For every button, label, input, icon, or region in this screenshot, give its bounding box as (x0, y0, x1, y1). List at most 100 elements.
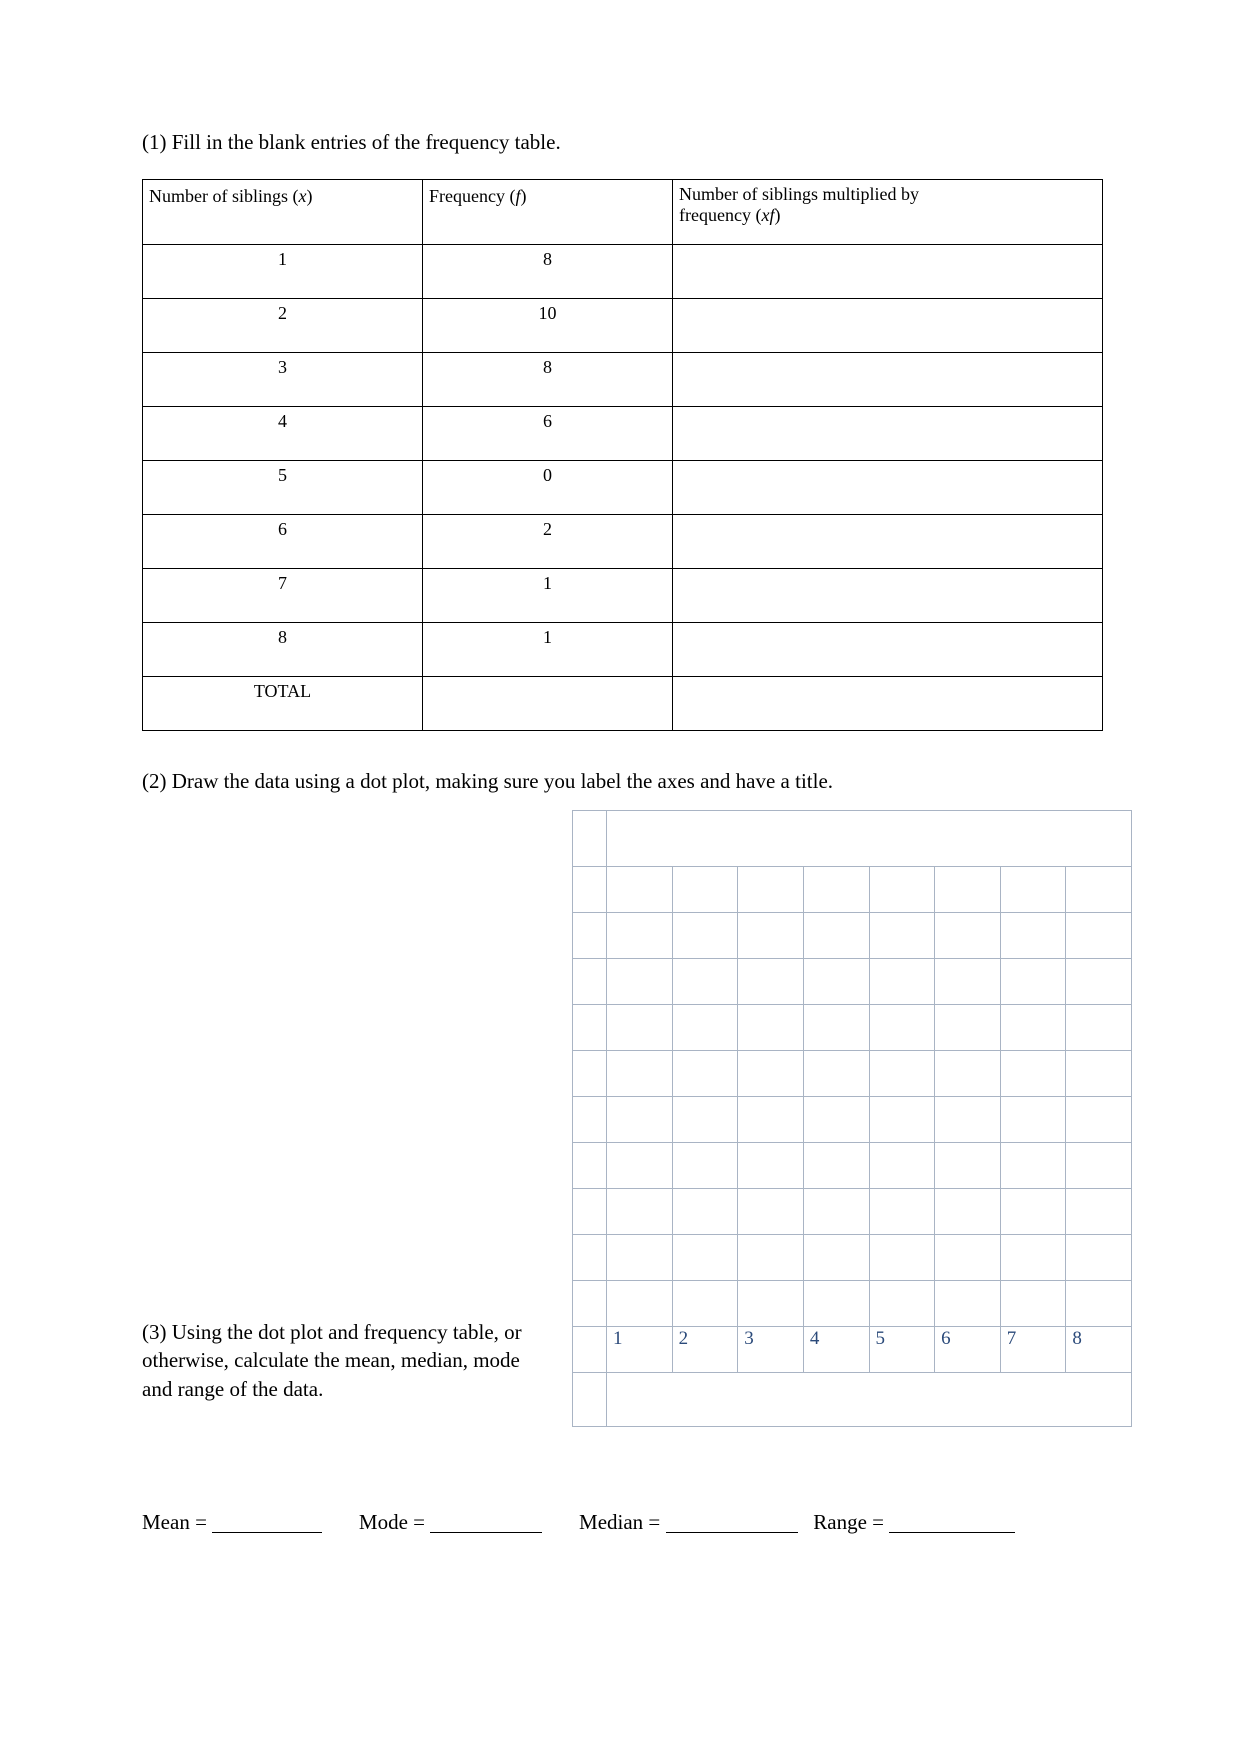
dotplot-cell[interactable] (803, 959, 869, 1005)
dotplot-cell[interactable] (672, 1143, 738, 1189)
cell-xf[interactable] (673, 299, 1103, 353)
dotplot-cell[interactable] (607, 867, 673, 913)
dotplot-xaxis-title-cell[interactable] (607, 1373, 1132, 1427)
dotplot-cell[interactable] (607, 1189, 673, 1235)
dotplot-cell[interactable] (803, 867, 869, 913)
dotplot-cell[interactable] (1066, 1235, 1132, 1281)
dotplot-cell[interactable] (672, 867, 738, 913)
dotplot-cell[interactable] (1000, 959, 1066, 1005)
dotplot-cell[interactable] (607, 1143, 673, 1189)
dotplot-cell[interactable] (672, 1281, 738, 1327)
dotplot-cell[interactable] (869, 913, 935, 959)
cell-xf[interactable] (673, 515, 1103, 569)
cell-xf[interactable] (673, 623, 1103, 677)
dotplot-cell[interactable] (1000, 913, 1066, 959)
dotplot-cell[interactable] (672, 1005, 738, 1051)
dotplot-cell[interactable] (1000, 1281, 1066, 1327)
dotplot-cell[interactable] (935, 959, 1001, 1005)
dotplot-cell[interactable] (1000, 1051, 1066, 1097)
dotplot-cell[interactable] (935, 1235, 1001, 1281)
dotplot-cell[interactable] (738, 1005, 804, 1051)
dotplot-cell[interactable] (803, 1051, 869, 1097)
dotplot-cell[interactable] (738, 1281, 804, 1327)
dotplot-cell[interactable] (803, 1281, 869, 1327)
dotplot-cell[interactable] (607, 1281, 673, 1327)
dotplot-cell[interactable] (672, 913, 738, 959)
dotplot-cell[interactable] (1066, 1005, 1132, 1051)
dotplot-cell[interactable] (935, 1051, 1001, 1097)
median-blank[interactable] (666, 1512, 798, 1533)
dotplot-cell[interactable] (1066, 1097, 1132, 1143)
dotplot-cell[interactable] (803, 1235, 869, 1281)
dotplot-cell[interactable] (1066, 959, 1132, 1005)
dotplot-cell[interactable] (869, 1235, 935, 1281)
dotplot-title-cell[interactable] (607, 811, 1132, 867)
cell-xf[interactable] (673, 461, 1103, 515)
dotplot-cell[interactable] (869, 959, 935, 1005)
dotplot-cell[interactable] (935, 1097, 1001, 1143)
dotplot-cell[interactable] (738, 959, 804, 1005)
dotplot-cell[interactable] (803, 1143, 869, 1189)
cell-f: 1 (423, 569, 673, 623)
dotplot-cell[interactable] (869, 1051, 935, 1097)
dotplot-cell[interactable] (935, 1143, 1001, 1189)
dotplot-cell[interactable] (1000, 1235, 1066, 1281)
cell-total-f[interactable] (423, 677, 673, 731)
dotplot-cell[interactable] (607, 1235, 673, 1281)
cell-xf[interactable] (673, 245, 1103, 299)
dotplot-ylabel-cell (573, 1051, 607, 1097)
dotplot-cell[interactable] (607, 959, 673, 1005)
dotplot-cell[interactable] (672, 1235, 738, 1281)
dotplot-cell[interactable] (672, 1189, 738, 1235)
cell-xf[interactable] (673, 353, 1103, 407)
dotplot-cell[interactable] (1000, 1005, 1066, 1051)
dotplot-cell[interactable] (1000, 1143, 1066, 1189)
dotplot-cell[interactable] (1066, 867, 1132, 913)
dotplot-cell[interactable] (738, 913, 804, 959)
dotplot-cell[interactable] (803, 1097, 869, 1143)
dotplot-cell[interactable] (935, 913, 1001, 959)
dotplot-cell[interactable] (803, 913, 869, 959)
range-blank[interactable] (889, 1512, 1015, 1533)
dotplot-cell[interactable] (1000, 1189, 1066, 1235)
dotplot-cell[interactable] (738, 867, 804, 913)
cell-xf[interactable] (673, 407, 1103, 461)
dotplot-cell[interactable] (1066, 913, 1132, 959)
dotplot-cell[interactable] (607, 1005, 673, 1051)
dotplot-cell[interactable] (1066, 1189, 1132, 1235)
dotplot-cell[interactable] (738, 1051, 804, 1097)
dotplot-cell[interactable] (738, 1097, 804, 1143)
dotplot-cell[interactable] (869, 1097, 935, 1143)
dotplot-cell[interactable] (607, 1051, 673, 1097)
dotplot-ylabel-cell (573, 1189, 607, 1235)
dotplot-cell[interactable] (672, 1051, 738, 1097)
dotplot-cell[interactable] (607, 1097, 673, 1143)
mean-blank[interactable] (212, 1512, 322, 1533)
dotplot-cell[interactable] (869, 1005, 935, 1051)
dotplot-row (573, 1005, 1132, 1051)
dotplot-cell[interactable] (935, 1005, 1001, 1051)
dotplot-cell[interactable] (1066, 1281, 1132, 1327)
dotplot-cell[interactable] (1000, 867, 1066, 913)
dotplot-cell[interactable] (935, 1189, 1001, 1235)
dotplot-cell[interactable] (1066, 1051, 1132, 1097)
dotplot-cell[interactable] (738, 1189, 804, 1235)
dotplot-cell[interactable] (869, 1281, 935, 1327)
dotplot-cell[interactable] (1000, 1097, 1066, 1143)
mode-blank[interactable] (430, 1512, 542, 1533)
dotplot-cell[interactable] (738, 1143, 804, 1189)
dotplot-cell[interactable] (935, 1281, 1001, 1327)
dotplot-cell[interactable] (869, 1189, 935, 1235)
dotplot-cell[interactable] (607, 913, 673, 959)
dotplot-cell[interactable] (935, 867, 1001, 913)
cell-total-xf[interactable] (673, 677, 1103, 731)
dotplot-cell[interactable] (803, 1189, 869, 1235)
dotplot-cell[interactable] (869, 867, 935, 913)
dotplot-cell[interactable] (738, 1235, 804, 1281)
dotplot-cell[interactable] (803, 1005, 869, 1051)
cell-xf[interactable] (673, 569, 1103, 623)
dotplot-cell[interactable] (672, 1097, 738, 1143)
dotplot-cell[interactable] (869, 1143, 935, 1189)
dotplot-cell[interactable] (1066, 1143, 1132, 1189)
dotplot-cell[interactable] (672, 959, 738, 1005)
